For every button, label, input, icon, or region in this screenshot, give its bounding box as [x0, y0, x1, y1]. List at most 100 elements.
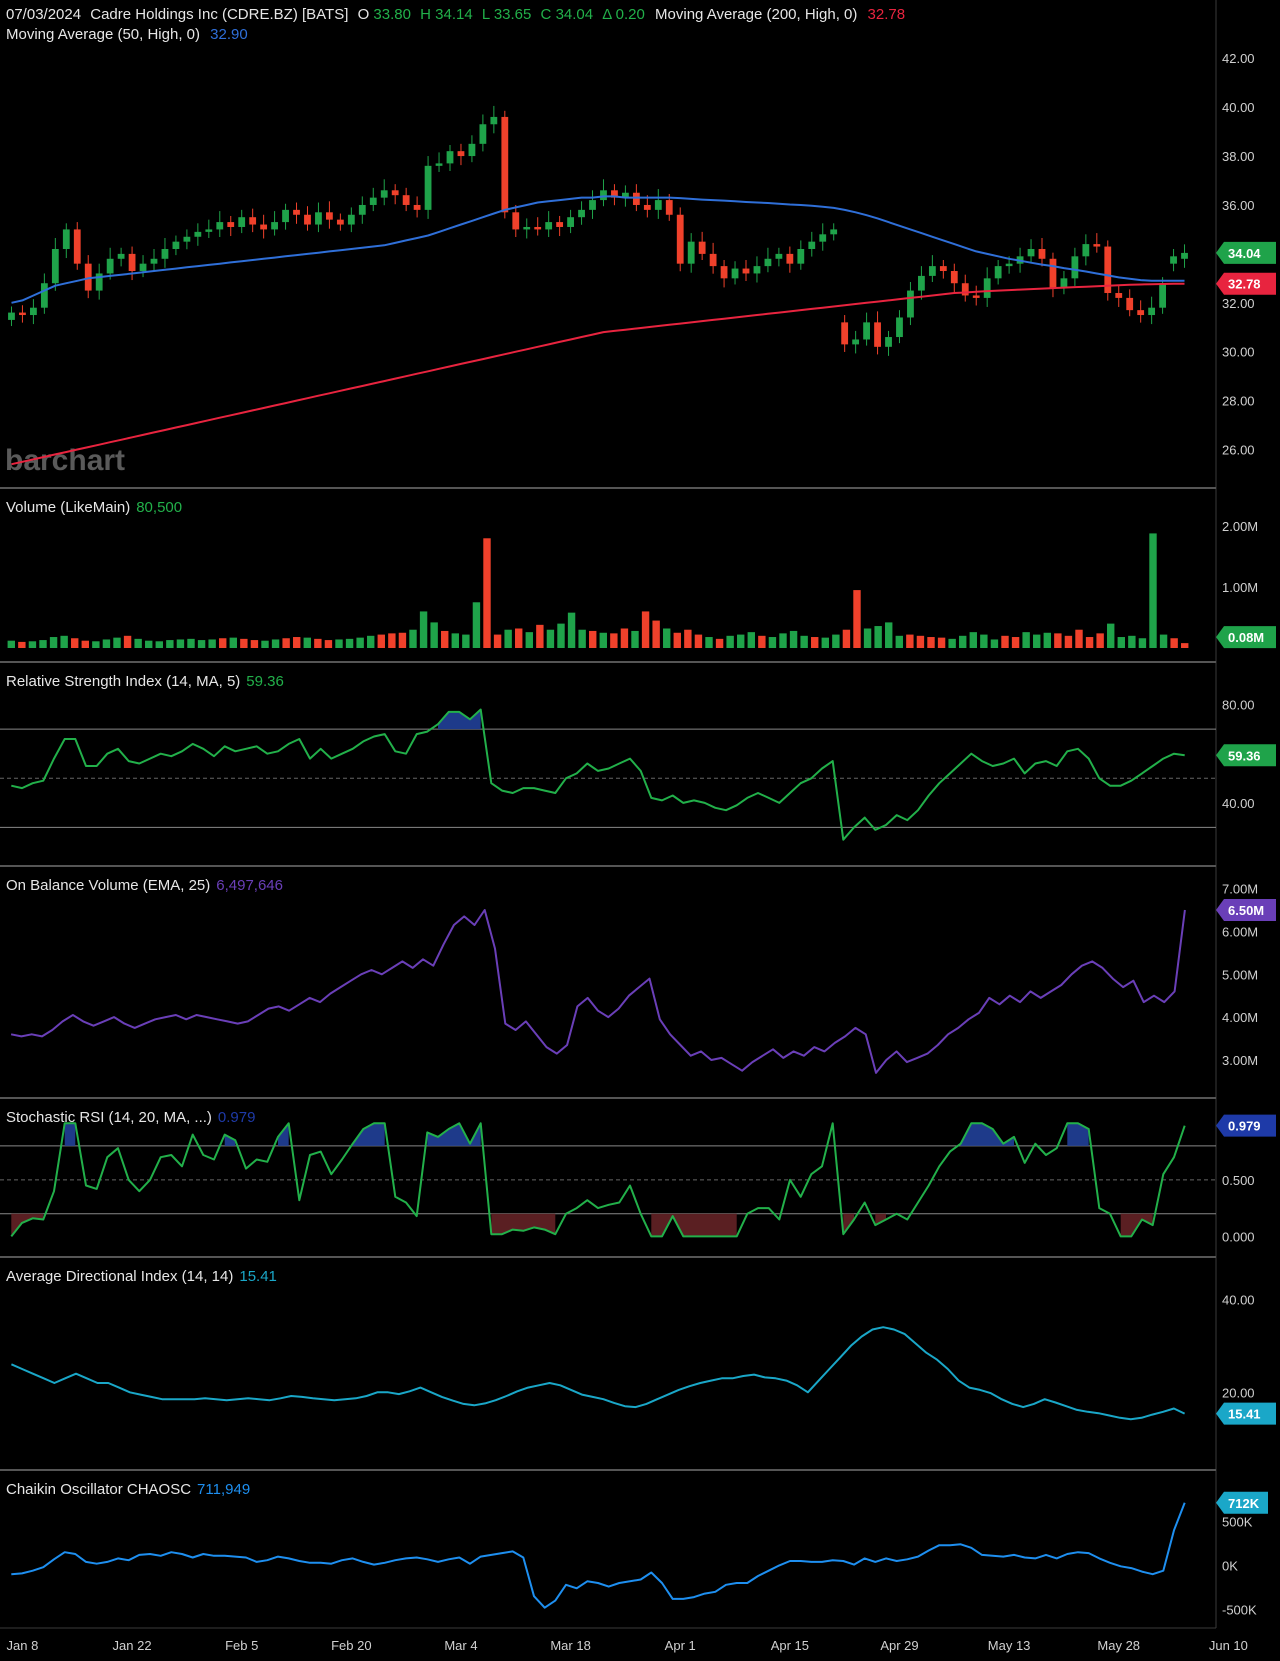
volume-bar [176, 639, 185, 648]
candle-body [523, 226, 531, 230]
candle-body [1148, 307, 1156, 316]
volume-bar [557, 623, 565, 648]
candle-body [896, 317, 903, 338]
obv-line [10, 909, 1186, 1074]
candle-body [369, 197, 377, 205]
candle-body [1060, 278, 1068, 289]
volume-bar [842, 629, 851, 648]
volume-title: Volume (LikeMain) 80,500 [6, 499, 182, 516]
volume-bar [39, 640, 47, 648]
x-tick-label: Feb 5 [225, 1638, 258, 1653]
volume-bar [271, 639, 280, 648]
candle-body [117, 253, 125, 259]
volume-bar [430, 622, 438, 648]
volume-bar [536, 624, 544, 648]
volume-title-value: 80,500 [136, 499, 182, 516]
candle-body [632, 192, 640, 205]
y-tick-label: 38.00 [1222, 149, 1255, 164]
volume-bar [1022, 632, 1030, 648]
candle-body [238, 217, 246, 227]
ohlc-open: 33.80 [373, 6, 411, 23]
candle-body [227, 222, 235, 227]
candle-body [709, 253, 717, 267]
candle-body [972, 295, 980, 298]
candle-body [742, 268, 750, 274]
stoch-oversold-fill [1120, 1213, 1153, 1237]
volume-bar [1117, 637, 1125, 648]
volume-bar [303, 637, 311, 648]
volume-bar [18, 641, 26, 648]
volume-bar [853, 590, 861, 648]
candle-body [1137, 310, 1145, 316]
candle-body [622, 192, 629, 198]
indicator-panels: 42.0040.0038.0036.0034.0032.0030.0028.00… [0, 51, 1276, 1617]
candle-body [183, 236, 191, 242]
volume-bar [715, 638, 724, 648]
candle-body [479, 124, 487, 144]
candle-body [457, 151, 465, 157]
y-tick-label: 0K [1222, 1558, 1238, 1573]
candle-body [764, 258, 772, 267]
y-tick-label: 0.000 [1222, 1229, 1255, 1244]
volume-bar [240, 638, 248, 648]
candle-body [863, 322, 870, 340]
candle-body [512, 212, 520, 230]
volume-bar [758, 635, 766, 648]
barchart-watermark: barchart [5, 444, 125, 477]
volume-bar [1170, 638, 1178, 648]
candle-body [95, 273, 103, 291]
rsi-line [11, 708, 1185, 841]
candle-body [446, 151, 454, 164]
volume-bar [737, 634, 745, 648]
stoch-oversold-fill [11, 1213, 44, 1237]
volume-bar [768, 637, 777, 648]
candle-body [786, 253, 794, 264]
adx-line [10, 1326, 1186, 1421]
candle-body [380, 190, 388, 198]
volume-badge-text: 0.08M [1228, 630, 1264, 645]
candle-body [961, 283, 969, 296]
volume-bar [885, 622, 893, 648]
ma200-badge: 32.78 [1216, 272, 1276, 295]
volume-bar [261, 640, 269, 648]
y-tick-label: 80.00 [1222, 698, 1255, 713]
candle-body [611, 190, 618, 198]
volume-bar [832, 634, 840, 648]
volume-bar [874, 626, 882, 648]
candle-body [589, 200, 596, 210]
volume-bar [7, 640, 15, 648]
candle-body [1170, 256, 1177, 264]
x-tick-label: May 13 [988, 1638, 1031, 1653]
ohlc-open-label: O [358, 6, 370, 23]
candle-body [775, 253, 783, 259]
candle-body [665, 200, 673, 215]
y-tick-label: 26.00 [1222, 443, 1255, 458]
obv-title-value: 6,497,646 [216, 877, 283, 894]
candle-body [260, 224, 268, 230]
volume-bar [293, 637, 301, 648]
volume-bar [1001, 635, 1009, 648]
volume-bar [906, 634, 914, 648]
candle-body [424, 165, 432, 210]
candle-body [654, 200, 662, 210]
candle-body [84, 263, 92, 291]
candle-body [1038, 248, 1046, 259]
volume-bar [948, 638, 956, 648]
volume-bar [49, 637, 58, 648]
volume-bar [504, 629, 512, 648]
candle-body [51, 248, 59, 284]
stoch-overbought-fill [1067, 1123, 1089, 1146]
x-tick-label: Apr 1 [665, 1638, 696, 1653]
candle-body [534, 226, 542, 230]
x-tick-label: Apr 15 [771, 1638, 809, 1653]
ma50-value: 32.90 [210, 26, 248, 43]
volume-bar [959, 635, 967, 648]
candle-body [643, 204, 651, 210]
volume-bar [684, 629, 692, 648]
candle-body [139, 263, 147, 272]
volume-bar [314, 638, 322, 648]
x-tick-label: Mar 4 [444, 1638, 477, 1653]
stoch-overbought-fill [64, 1123, 76, 1146]
